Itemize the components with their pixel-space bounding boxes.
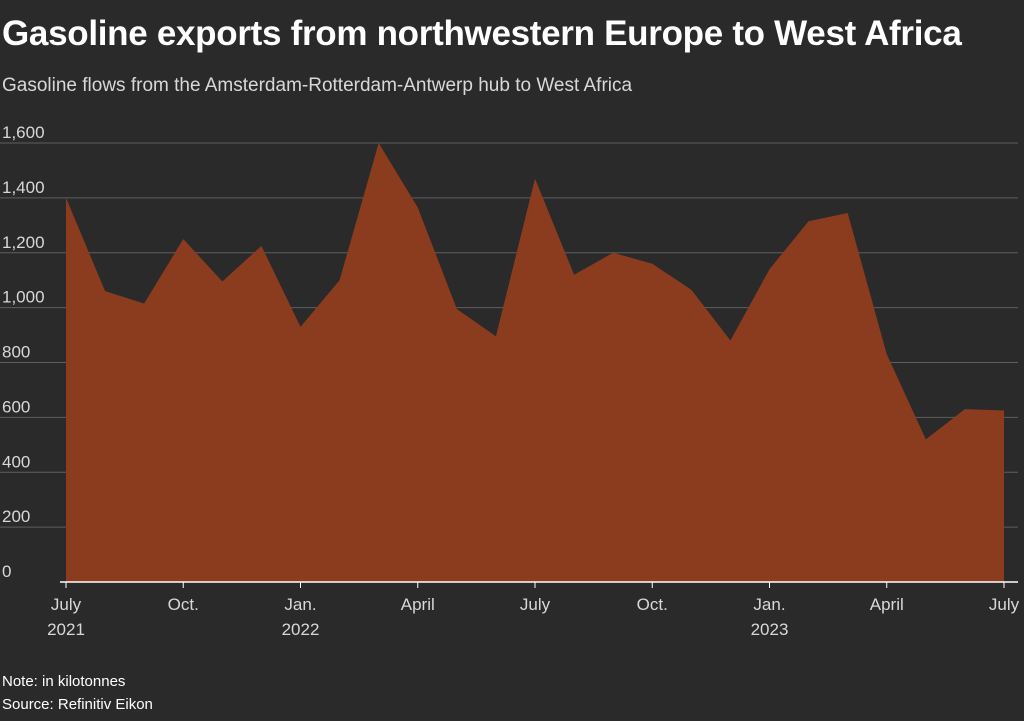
y-tick-label: 400: [2, 452, 30, 471]
chart-note: Note: in kilotonnes: [2, 673, 126, 690]
chart-area: 0 200 400 600 800 1,000 1,200 1,400 1,600 July 202…: [0, 123, 1020, 639]
y-tick-label: 1,000: [2, 288, 45, 307]
chart-subtitle: Gasoline flows from the Amsterdam-Rotter…: [2, 75, 633, 96]
x-tick-label: Oct.: [637, 595, 668, 614]
x-tick-label: July: [520, 595, 551, 614]
y-tick-label: 0: [2, 562, 11, 581]
x-tick-label: Oct.: [168, 595, 199, 614]
y-tick-label: 1,600: [2, 123, 45, 142]
y-tick-label: 800: [2, 343, 30, 362]
chart-title: Gasoline exports from northwestern Europ…: [2, 14, 962, 53]
y-tick-label: 1,200: [2, 233, 45, 252]
y-tick-label: 200: [2, 507, 30, 526]
x-tick-label: Jan.: [753, 595, 785, 614]
x-tick-label: July: [989, 595, 1020, 614]
x-tick-label: Jan.: [284, 595, 316, 614]
x-tick-sublabel: 2023: [751, 620, 789, 639]
x-tick-label: July: [51, 595, 82, 614]
x-tick-label: April: [401, 595, 435, 614]
chart-source: Source: Refinitiv Eikon: [2, 696, 153, 713]
x-tick-sublabel: 2022: [282, 620, 320, 639]
x-tick-label: April: [870, 595, 904, 614]
x-tick-sublabel: 2021: [47, 620, 85, 639]
series-area: [66, 143, 1004, 582]
y-tick-label: 600: [2, 397, 30, 416]
y-tick-label: 1,400: [2, 178, 45, 197]
